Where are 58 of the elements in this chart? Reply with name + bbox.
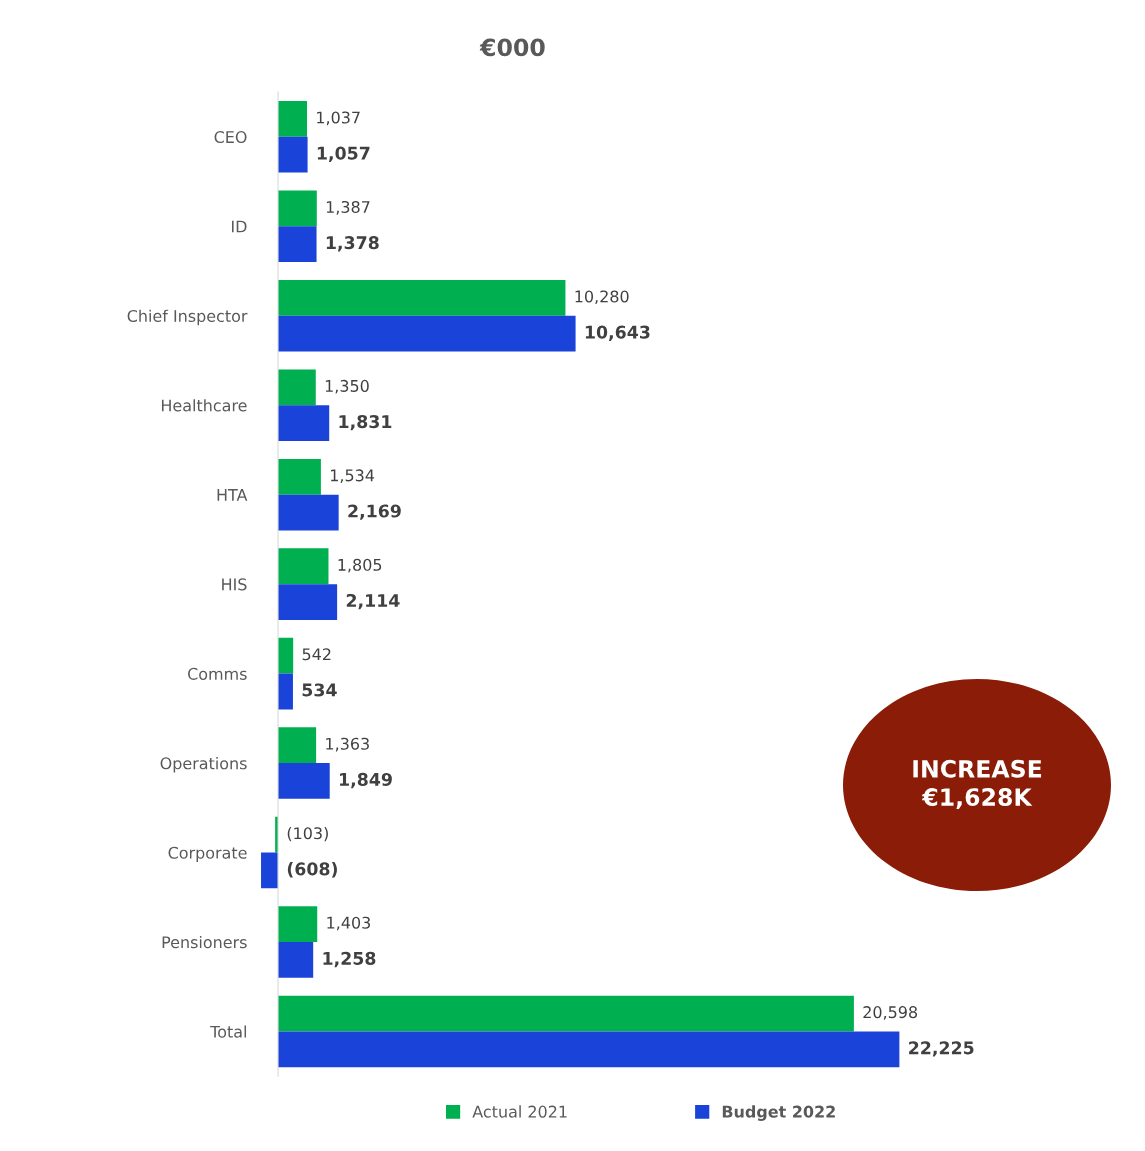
data-label: 1,805 [338, 558, 382, 573]
bar [278, 941, 314, 978]
bar [278, 136, 308, 173]
data-label: (608) [287, 862, 337, 878]
data-label: 1,363 [326, 737, 369, 752]
y-tick-label: Corporate [168, 846, 247, 862]
data-label: 20,598 [863, 1006, 918, 1020]
data-label: 1,849 [340, 772, 392, 789]
data-label: 1,534 [331, 469, 375, 484]
data-label: 2,114 [346, 593, 400, 610]
data-label: 2,169 [348, 504, 401, 520]
bar [278, 101, 308, 137]
y-tick-label: Chief Inspector [127, 309, 248, 326]
y-tick-label: Operations [160, 756, 247, 773]
bar [278, 727, 317, 764]
data-label: 1,387 [326, 200, 370, 215]
bar [278, 279, 566, 316]
text: INCREASE €1,628K [913, 759, 1042, 809]
y-tick-label: HTA [217, 489, 248, 501]
bar [278, 315, 576, 352]
bar [278, 995, 854, 1032]
bar [261, 852, 279, 889]
data-label: 10,280 [575, 290, 629, 305]
data-label: 1,057 [317, 146, 370, 162]
y-tick-label: Pensioners [162, 935, 247, 949]
legend-label: Budget 2022 [722, 1105, 835, 1121]
y-tick-label: Comms [188, 667, 247, 680]
bar [278, 906, 318, 942]
bar [278, 1031, 900, 1068]
y-tick-label: ID [232, 220, 247, 233]
bar [278, 548, 329, 585]
bar [278, 584, 338, 620]
y-tick-label: Healthcare [161, 399, 247, 412]
bar [278, 494, 339, 531]
bar [278, 458, 321, 495]
data-label: 1,378 [326, 236, 379, 252]
bar [278, 637, 294, 674]
chart-title: €000 [479, 38, 545, 57]
legend-label: Actual 2021 [472, 1105, 567, 1118]
data-label: 1,037 [317, 111, 360, 126]
bar [278, 369, 316, 406]
data-label: 1,350 [325, 379, 369, 394]
data-label: 10,643 [585, 325, 650, 341]
bar [278, 673, 293, 710]
data-label: (103) [287, 826, 328, 842]
bar [278, 405, 330, 441]
data-label: 1,258 [323, 951, 376, 968]
y-tick-label: CEO [214, 131, 247, 144]
bar [278, 190, 317, 227]
data-label: 542 [302, 648, 331, 661]
data-label: 22,225 [909, 1041, 974, 1057]
data-label: 1,403 [327, 916, 371, 931]
y-tick-label: HIS [222, 578, 247, 591]
data-label: 534 [302, 683, 337, 697]
bar [278, 763, 330, 799]
y-tick-label: Total [210, 1025, 246, 1038]
bar [278, 226, 317, 263]
data-label: 1,831 [339, 415, 392, 431]
